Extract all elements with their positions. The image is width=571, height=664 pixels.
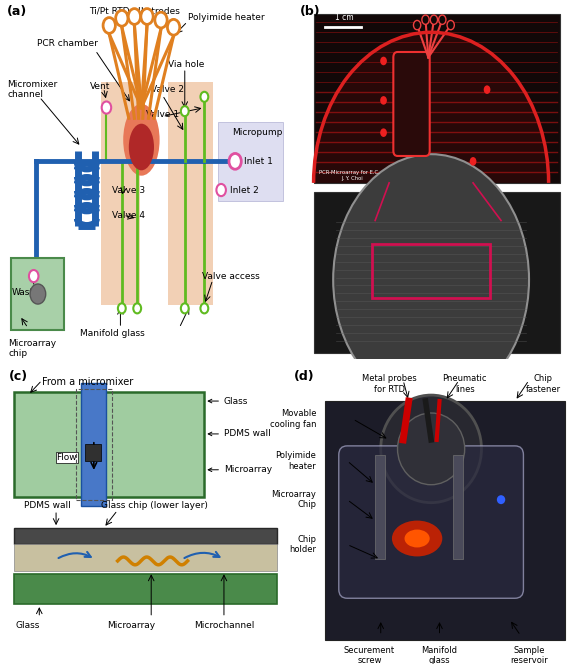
Text: J. Y. Choi: J. Y. Choi: [341, 177, 363, 181]
Bar: [14, 574, 277, 604]
Text: Chip
fastener: Chip fastener: [525, 374, 561, 394]
Circle shape: [439, 15, 446, 25]
Text: Microarray: Microarray: [107, 621, 156, 629]
Circle shape: [200, 303, 208, 313]
Text: Valve access: Valve access: [202, 272, 259, 281]
Bar: [75, 389, 112, 499]
Text: PCR-Microarray for E.C.: PCR-Microarray for E.C.: [319, 170, 380, 175]
Ellipse shape: [123, 104, 160, 176]
Text: Microarray
chip: Microarray chip: [9, 339, 57, 359]
FancyBboxPatch shape: [339, 446, 524, 598]
Circle shape: [381, 395, 481, 503]
Circle shape: [128, 9, 140, 25]
Text: (a): (a): [7, 5, 27, 19]
Ellipse shape: [404, 530, 430, 547]
Circle shape: [116, 11, 128, 26]
Text: Valve 3: Valve 3: [112, 185, 145, 195]
Bar: [14, 392, 204, 497]
Text: Manifold glass: Manifold glass: [80, 329, 144, 338]
Bar: [14, 544, 277, 571]
Text: Chip
holder: Chip holder: [289, 535, 316, 554]
Bar: [453, 455, 463, 559]
Text: From a micromixer: From a micromixer: [42, 377, 134, 387]
Circle shape: [380, 96, 387, 105]
Text: Metal probes
for RTD: Metal probes for RTD: [362, 374, 416, 394]
Bar: [313, 192, 560, 353]
Circle shape: [133, 303, 141, 313]
Bar: [168, 82, 213, 305]
Text: 1 cm: 1 cm: [335, 13, 353, 22]
Text: Valve 1: Valve 1: [146, 110, 179, 120]
FancyBboxPatch shape: [393, 52, 430, 156]
Text: Micromixer
channel: Micromixer channel: [7, 80, 57, 100]
Text: Inlet 1: Inlet 1: [244, 157, 272, 166]
Bar: [218, 122, 283, 201]
Text: Microarray: Microarray: [208, 465, 272, 474]
Circle shape: [29, 270, 38, 282]
Bar: [14, 528, 277, 544]
Text: PDMS wall: PDMS wall: [208, 430, 271, 438]
Bar: [375, 455, 385, 559]
Circle shape: [102, 102, 111, 114]
Circle shape: [447, 21, 455, 30]
Circle shape: [413, 21, 421, 30]
Text: (d): (d): [294, 370, 315, 382]
Bar: [101, 82, 140, 305]
Text: Vent: Vent: [90, 82, 110, 90]
Text: Valve 4: Valve 4: [112, 210, 145, 220]
Text: PDMS wall: PDMS wall: [25, 501, 71, 510]
Bar: [81, 383, 106, 506]
Circle shape: [380, 128, 387, 137]
Text: Polyimide heater: Polyimide heater: [188, 13, 264, 23]
Text: Securement
screw: Securement screw: [344, 646, 395, 664]
Circle shape: [497, 495, 505, 504]
Text: Microarray
Chip: Microarray Chip: [272, 490, 316, 509]
Circle shape: [380, 56, 387, 65]
Circle shape: [103, 17, 115, 33]
Circle shape: [484, 86, 490, 94]
Ellipse shape: [129, 124, 154, 170]
Text: Movable
cooling fan: Movable cooling fan: [270, 409, 316, 429]
Circle shape: [118, 303, 126, 313]
Text: Ti/Pt RTD electrodes: Ti/Pt RTD electrodes: [89, 7, 180, 15]
Text: Glass: Glass: [208, 396, 248, 406]
Circle shape: [431, 15, 437, 25]
Text: Glass chip (lower layer): Glass chip (lower layer): [100, 501, 207, 510]
Text: Micropump: Micropump: [232, 128, 283, 137]
Text: Valve 2: Valve 2: [151, 85, 184, 94]
Circle shape: [181, 303, 188, 313]
Text: PCR chamber: PCR chamber: [37, 39, 98, 48]
Text: (c): (c): [9, 370, 27, 382]
Text: Glass: Glass: [16, 621, 41, 629]
Circle shape: [422, 15, 429, 25]
Circle shape: [167, 19, 180, 35]
Bar: [313, 15, 560, 183]
Circle shape: [333, 154, 529, 405]
Circle shape: [200, 92, 208, 102]
Text: Waste: Waste: [11, 288, 39, 297]
Text: (b): (b): [300, 5, 320, 19]
Text: Via hole: Via hole: [168, 60, 204, 69]
Circle shape: [30, 284, 46, 304]
Circle shape: [397, 413, 465, 485]
Text: Inlet 2: Inlet 2: [230, 185, 258, 195]
Bar: [325, 401, 565, 640]
Text: Manifold
glass: Manifold glass: [421, 646, 457, 664]
Ellipse shape: [392, 521, 443, 556]
Circle shape: [181, 106, 188, 116]
Circle shape: [141, 9, 153, 25]
Circle shape: [216, 184, 226, 196]
Circle shape: [229, 153, 242, 169]
Bar: [372, 244, 490, 297]
Circle shape: [155, 12, 167, 28]
Text: Flow: Flow: [57, 454, 77, 462]
Bar: [86, 444, 101, 461]
Wedge shape: [313, 33, 549, 183]
Text: Sample
reservoir: Sample reservoir: [510, 646, 548, 664]
Text: Polyimide
heater: Polyimide heater: [276, 451, 316, 471]
Bar: [11, 258, 65, 330]
Text: Microchannel: Microchannel: [194, 621, 254, 629]
Text: Pneumatic
lines: Pneumatic lines: [443, 374, 487, 394]
Circle shape: [470, 157, 476, 165]
